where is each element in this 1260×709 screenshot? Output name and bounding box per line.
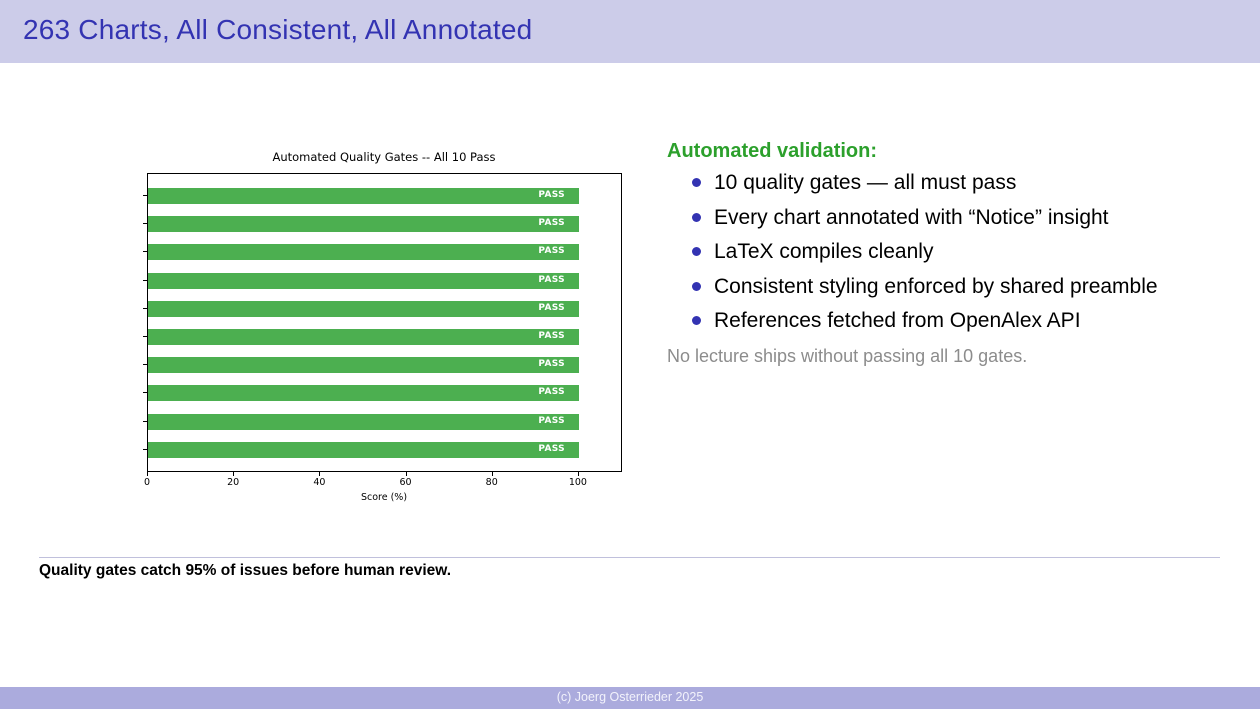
x-axis-label: Score (%): [360, 492, 408, 503]
bar-value-label: PASS: [538, 190, 565, 200]
bullet-list: 10 quality gates — all must pass Every c…: [667, 169, 1237, 342]
y-tick: [143, 448, 147, 450]
section-heading: Automated validation:: [667, 140, 878, 162]
bar-value-label: PASS: [538, 218, 565, 229]
x-tick-label: 20: [227, 477, 240, 488]
bullet-icon: [692, 212, 701, 222]
bar: PASS: [148, 188, 579, 204]
footer-text: (c) Joerg Osterrieder 2025: [556, 690, 704, 704]
y-tick: [143, 392, 147, 394]
y-tick: [143, 195, 147, 196]
bar: PASS: [148, 385, 579, 402]
divider: [39, 557, 1220, 558]
bar-value-label: PASS: [538, 302, 565, 313]
plot-area: PASS PASS PASS PASS PASS PASS PASS PASS PASS PASS: [147, 173, 622, 472]
y-tick: [143, 307, 147, 309]
x-tick-label: 100: [568, 477, 587, 488]
x-tick: [577, 472, 579, 476]
x-tick: [405, 472, 407, 476]
bar: PASS: [148, 329, 579, 345]
x-tick-label: 80: [485, 477, 498, 488]
bar: PASS: [148, 300, 579, 317]
bullet-icon: [692, 178, 701, 187]
bar-value-label: PASS: [538, 359, 565, 370]
bullet-item: References fetched from OpenAlex API: [667, 307, 1237, 342]
bar: PASS: [148, 413, 579, 430]
note-text: No lecture ships without passing all 10 …: [667, 345, 1028, 366]
bullet-item: 10 quality gates — all must pass: [667, 169, 1237, 204]
x-tick: [233, 472, 235, 476]
slide-footer: (c) Joerg Osterrieder 2025: [0, 687, 1260, 709]
bullet-icon: [692, 281, 701, 291]
x-tick-label: 40: [313, 477, 326, 488]
content-panel: Automated validation: 10 quality gates —…: [667, 140, 1237, 367]
x-tick: [491, 472, 493, 476]
bullet-icon: [692, 247, 701, 256]
y-tick: [143, 420, 147, 422]
bar-value-label: PASS: [538, 274, 565, 285]
bar-value-label: PASS: [538, 387, 565, 398]
bar: PASS: [148, 216, 579, 233]
y-tick: [143, 223, 147, 225]
slide-title: 263 Charts, All Consistent, All Annotate…: [23, 14, 533, 45]
bar: PASS: [148, 441, 579, 458]
bar-value-label: PASS: [538, 443, 565, 454]
bar: PASS: [148, 357, 579, 374]
y-tick: [143, 336, 147, 337]
x-tick: [147, 472, 148, 476]
bar: PASS: [148, 272, 579, 289]
bullet-item: Consistent styling enforced by shared pr…: [667, 273, 1237, 308]
chart-title: Automated Quality Gates -- All 10 Pass: [272, 150, 496, 164]
x-tick-label: 0: [143, 477, 151, 488]
y-tick: [143, 251, 147, 253]
y-tick: [143, 279, 147, 281]
bar: PASS: [148, 244, 579, 261]
bar-value-label: PASS: [538, 331, 565, 341]
bar-value-label: PASS: [538, 415, 565, 426]
bar-value-label: PASS: [538, 246, 565, 257]
y-tick: [143, 364, 147, 366]
quality-gates-chart: Automated Quality Gates -- All 10 Pass P…: [0, 0, 660, 520]
bullet-item: Every chart annotated with “Notice” insi…: [667, 204, 1237, 239]
bullet-item: LaTeX compiles cleanly: [667, 238, 1237, 273]
slide-header: 263 Charts, All Consistent, All Annotate…: [0, 0, 1260, 63]
x-tick: [319, 472, 321, 476]
x-tick-label: 60: [399, 477, 412, 488]
bullet-icon: [692, 316, 701, 325]
takeaway-text: Quality gates catch 95% of issues before…: [39, 562, 452, 579]
